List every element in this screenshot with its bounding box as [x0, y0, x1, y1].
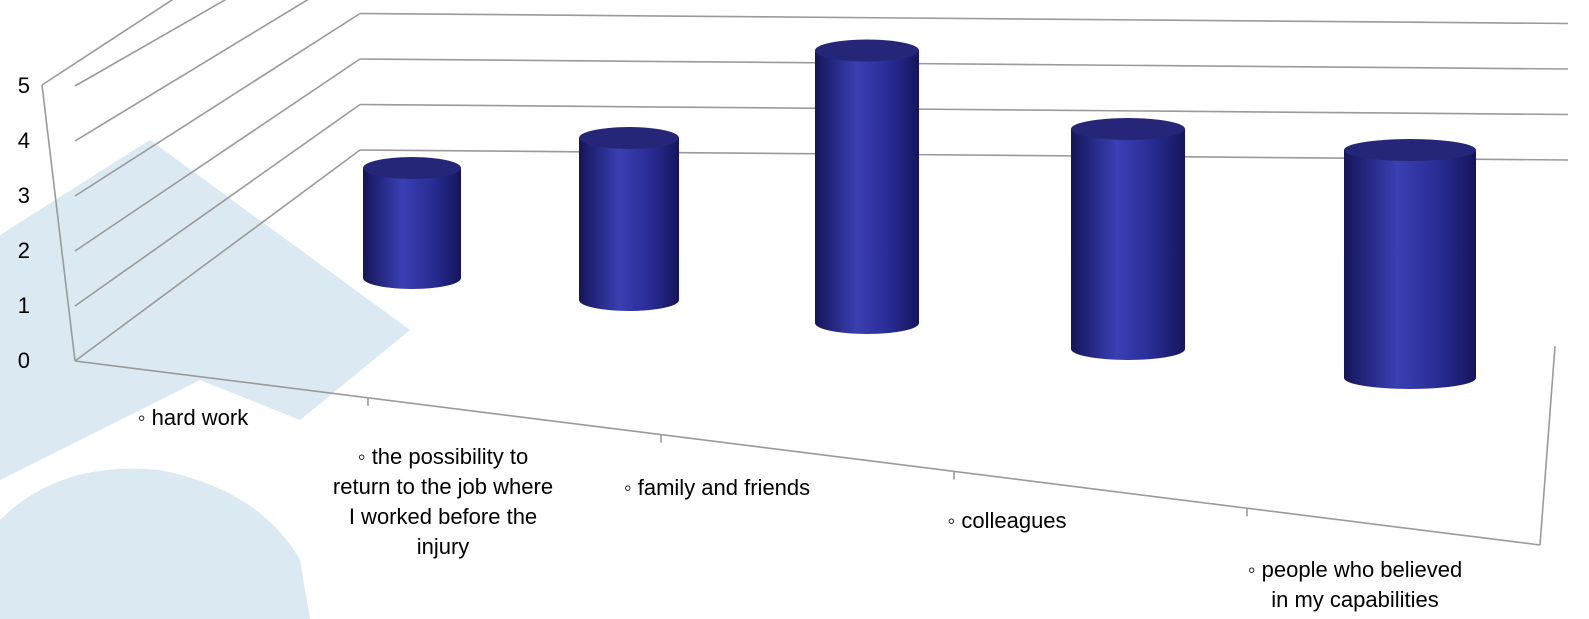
bar: [579, 127, 679, 311]
y-tick-label: 3: [18, 183, 30, 208]
bar-body: [815, 50, 919, 334]
bar: [815, 39, 919, 334]
watermark-shape: [0, 140, 410, 480]
bar: [1071, 118, 1185, 360]
y-tick-label: 1: [18, 293, 30, 318]
bar-body: [1344, 150, 1476, 389]
y-axis-line: [41, 84, 76, 362]
y-tick-label: 5: [18, 73, 30, 98]
bar-body: [579, 138, 679, 311]
bar: [1344, 139, 1476, 389]
y-tick-label: 4: [18, 128, 30, 153]
bar-top: [1071, 118, 1185, 140]
chart-grid: [41, 0, 1569, 546]
bar-top: [579, 127, 679, 149]
bars: [363, 39, 1476, 389]
x-category-label: ◦ the possibility to return to the job wh…: [333, 444, 553, 559]
gridline-side: [74, 0, 309, 142]
x-axis-categories: ◦ hard work ◦ the possibility to return to…: [138, 405, 1463, 612]
gridline-back: [359, 103, 1569, 116]
y-axis-ticks: 0 1 2 3 4 5: [18, 73, 30, 373]
floor-right-edge: [1539, 345, 1556, 546]
gridline-side: [41, 0, 174, 86]
gridline-side: [74, 149, 361, 362]
bar: [363, 157, 461, 289]
y-tick-label: 0: [18, 348, 30, 373]
y-tick-label: 2: [18, 238, 30, 263]
bar-top: [363, 157, 461, 179]
bar-top: [815, 39, 919, 62]
bar-top: [1344, 139, 1476, 161]
watermark-logo: [0, 140, 410, 619]
bar-body: [1071, 129, 1185, 360]
bar-body: [363, 168, 461, 289]
x-category-label: ◦ family and friends: [624, 475, 810, 500]
gridline-side: [74, 0, 227, 87]
watermark-shape: [0, 468, 310, 619]
x-category-label: ◦ people who believed in my capabilities: [1248, 557, 1463, 612]
floor-front-edge: [74, 360, 1541, 546]
gridline-back: [359, 12, 1569, 25]
gridline-side: [74, 12, 361, 197]
x-category-label: ◦ colleagues: [947, 508, 1066, 533]
x-category-label: ◦ hard work: [138, 405, 250, 430]
gridline-side: [74, 103, 361, 307]
gridline-back: [359, 58, 1569, 70]
gridline-side: [74, 58, 361, 252]
